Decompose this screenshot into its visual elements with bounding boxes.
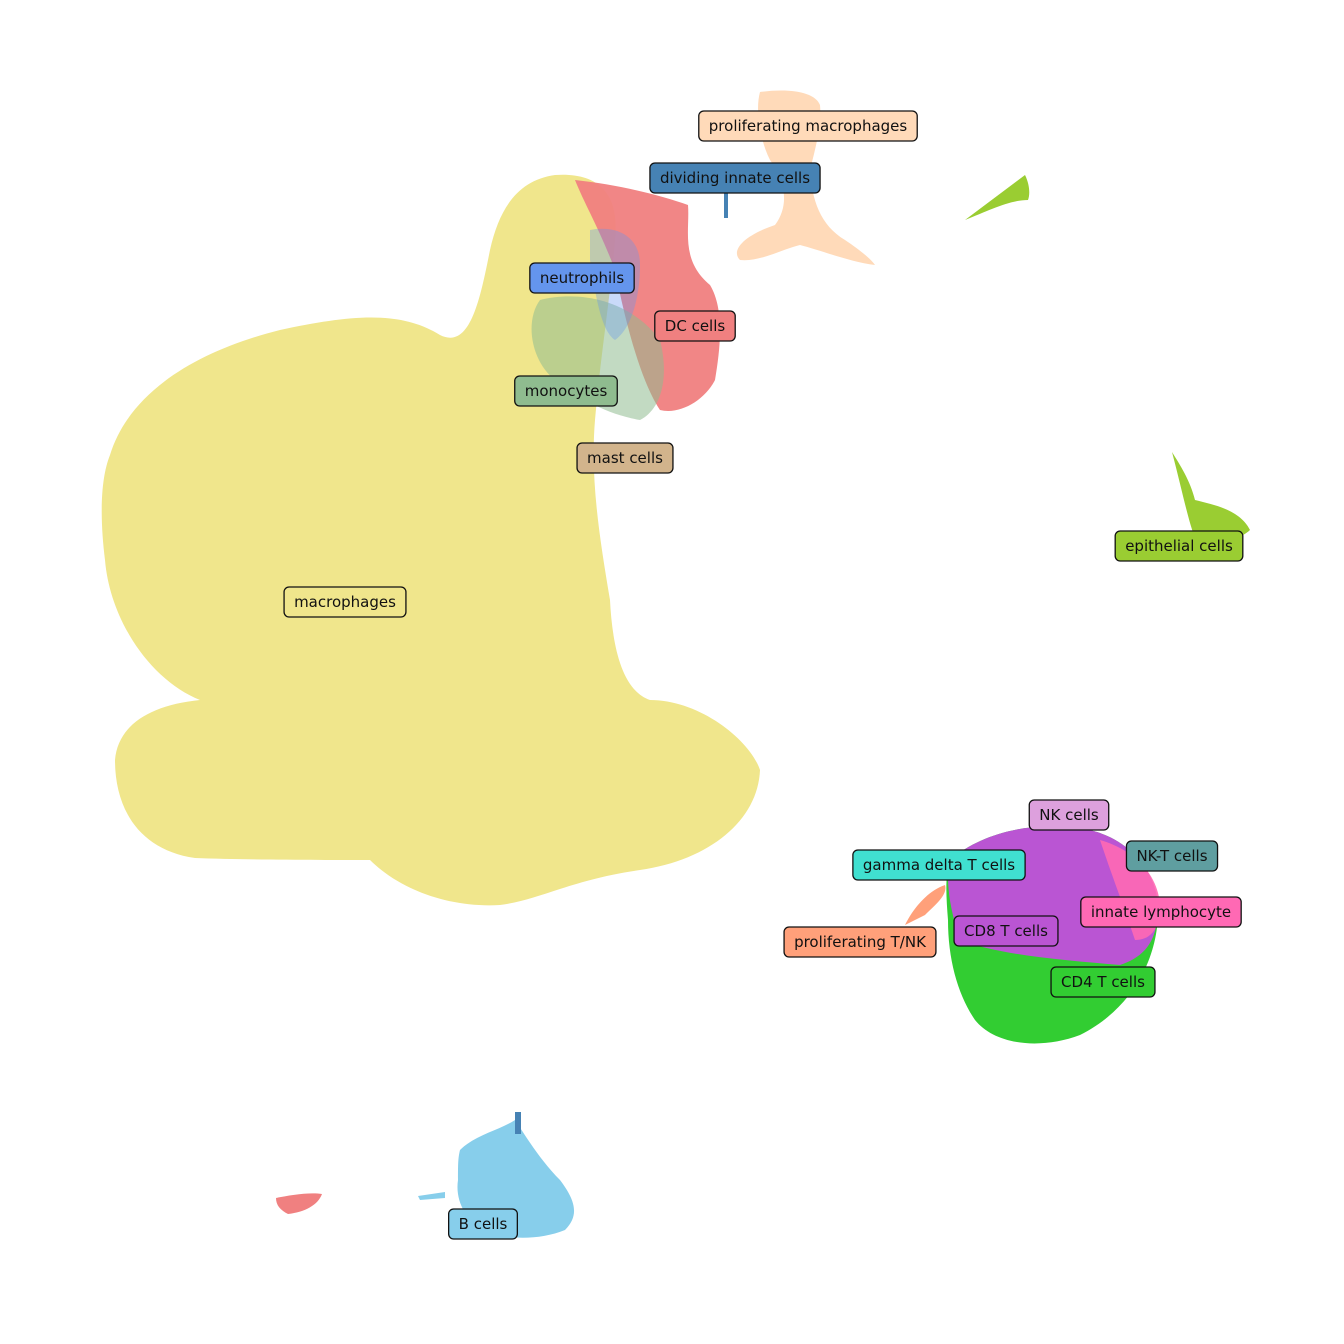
label-box: [953, 915, 1059, 947]
label-neutrophils: neutrophils: [529, 262, 635, 294]
label-box: [654, 310, 736, 342]
label-box: [514, 375, 618, 407]
label-box: [1080, 896, 1242, 928]
label-text: CD4 T cells: [1061, 973, 1145, 991]
label-text: innate lymphocyte: [1091, 903, 1231, 921]
label-mast-cells: mast cells: [576, 442, 674, 474]
label-text: CD8 T cells: [964, 922, 1048, 940]
cloud-monocytes: [531, 296, 664, 420]
label-text: NK cells: [1039, 806, 1099, 824]
label-box: [1050, 966, 1156, 998]
cloud-B-cells: [276, 1112, 575, 1238]
label-box: [698, 110, 918, 142]
label-CD4-T-cells: CD4 T cells: [1050, 966, 1156, 998]
label-box: [783, 926, 937, 958]
cloud-epithelial-cells: [965, 175, 1250, 542]
label-CD8-T-cells: CD8 T cells: [953, 915, 1059, 947]
label-text: monocytes: [525, 382, 608, 400]
label-box: [283, 586, 407, 618]
label-box: [448, 1208, 518, 1240]
label-text: neutrophils: [540, 269, 625, 287]
label-box: [576, 442, 674, 474]
cluster-labels: proliferating macrophages dividing innate…: [283, 110, 1244, 1240]
label-box: [1125, 840, 1219, 872]
label-dividing-innate-cells: dividing innate cells: [649, 162, 821, 194]
label-NK-T-cells: NK-T cells: [1125, 840, 1219, 872]
label-proliferating-T-NK: proliferating T/NK: [783, 926, 937, 958]
label-macrophages: macrophages: [283, 586, 407, 618]
cell-clouds: [101, 90, 1250, 1238]
label-text: macrophages: [294, 593, 396, 611]
label-text: epithelial cells: [1125, 537, 1233, 555]
label-text: DC cells: [665, 317, 726, 335]
cloud-dividing-innate-cells: [724, 190, 728, 218]
label-box: [1028, 799, 1110, 831]
label-text: gamma delta T cells: [863, 856, 1015, 874]
label-text: dividing innate cells: [660, 169, 810, 187]
label-gamma-delta-T-cells: gamma delta T cells: [852, 849, 1026, 881]
label-monocytes: monocytes: [514, 375, 618, 407]
label-B-cells: B cells: [448, 1208, 518, 1240]
label-box: [852, 849, 1026, 881]
label-text: proliferating macrophages: [709, 117, 908, 135]
label-box: [649, 162, 821, 194]
label-text: proliferating T/NK: [794, 933, 927, 951]
label-DC-cells: DC cells: [654, 310, 736, 342]
label-NK-cells: NK cells: [1028, 799, 1110, 831]
label-text: mast cells: [587, 449, 663, 467]
label-proliferating-macrophages: proliferating macrophages: [698, 110, 918, 142]
cloud-DC-cells: [575, 180, 720, 411]
label-epithelial-cells: epithelial cells: [1114, 530, 1244, 562]
label-box: [529, 262, 635, 294]
label-text: NK-T cells: [1136, 847, 1207, 865]
label-innate-lymphocyte: innate lymphocyte: [1080, 896, 1242, 928]
label-box: [1114, 530, 1244, 562]
label-text: B cells: [459, 1215, 508, 1233]
